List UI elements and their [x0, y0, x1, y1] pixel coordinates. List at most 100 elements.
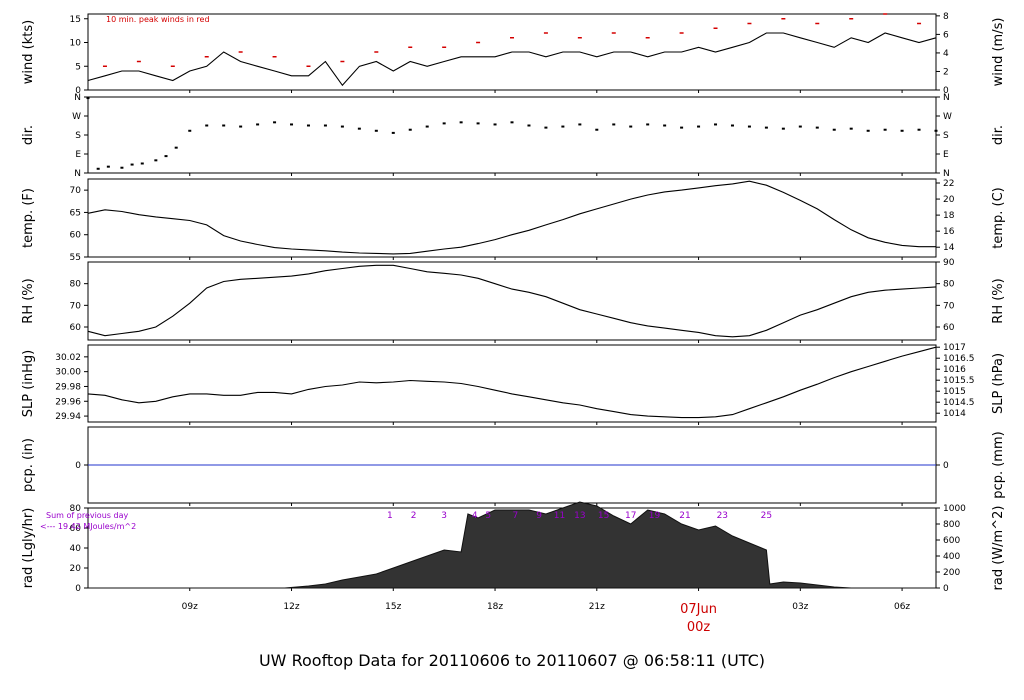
- temp-ytick-right-label: 18: [943, 211, 955, 221]
- temp-ylabel-right: temp. (C): [991, 187, 1006, 249]
- dir-ytick-label: E: [75, 150, 81, 160]
- dir-point: [374, 129, 378, 132]
- dir-point: [646, 123, 650, 126]
- dir-point: [96, 167, 100, 170]
- slp-ytick-right-label: 1014: [943, 409, 966, 419]
- dir-point: [222, 124, 226, 127]
- rad-ytick-label: 40: [70, 544, 82, 554]
- temp-ytick-label: 70: [70, 186, 82, 196]
- dir-ytick-label: S: [75, 131, 81, 141]
- wind-ylabel-right: wind (m/s): [991, 18, 1006, 87]
- pcp-ylabel: pcp. (in): [21, 438, 36, 492]
- wind-ytick-label: 0: [75, 86, 81, 96]
- slp-frame: [87, 344, 937, 423]
- rad-series-area: [88, 501, 936, 589]
- dir-point: [459, 121, 463, 124]
- rh-ylabel-right: RH (%): [991, 278, 1006, 323]
- wind-ytick-right-label: 8: [943, 12, 949, 22]
- rad-ytick-label: 0: [75, 584, 81, 594]
- slp-ytick-right-label: 1015.5: [943, 376, 975, 386]
- slp-ytick-label: 30.02: [55, 353, 81, 363]
- dir-point: [764, 126, 768, 129]
- slp-ytick-label: 30.00: [55, 368, 81, 378]
- rh-ytick-label: 80: [70, 280, 82, 290]
- dir-ytick-label: N: [74, 93, 81, 103]
- rad-hour-mark: 5: [485, 511, 491, 521]
- dir-point: [747, 125, 751, 128]
- dir-point: [798, 125, 802, 128]
- dir-point: [595, 128, 599, 131]
- rh-frame: [87, 261, 937, 341]
- dir-point: [205, 124, 209, 127]
- rh-ytick-label: 70: [70, 301, 82, 311]
- rad-ytick-label: 80: [70, 504, 82, 514]
- rad-hour-mark: 19: [649, 511, 661, 521]
- dir-point: [239, 125, 243, 128]
- dir-point: [391, 131, 395, 134]
- rad-hour-mark: 13: [574, 511, 585, 521]
- rad-ytick-right-label: 1000: [943, 504, 966, 514]
- dir-point: [86, 97, 90, 100]
- rad-ylabel: rad (Lgly/hr): [21, 508, 36, 589]
- dir-point: [663, 124, 667, 127]
- rad-ylabel-right: rad (W/m^2): [991, 506, 1006, 591]
- wind-ytick-label: 10: [70, 39, 82, 49]
- x-tick-label: 21z: [589, 602, 605, 612]
- chart-title: UW Rooftop Data for 20110606 to 20110607…: [259, 651, 765, 670]
- x-tick-label: 06z: [894, 602, 910, 612]
- dir-point: [290, 123, 294, 126]
- rad-sum-label: Sum of previous day: [46, 511, 128, 520]
- dir-point: [442, 122, 446, 125]
- rad-hour-mark: 9: [536, 511, 542, 521]
- wind-ytick-right-label: 6: [943, 30, 949, 40]
- rh-ylabel: RH (%): [21, 278, 36, 323]
- wind-ytick-label: 5: [75, 62, 81, 72]
- dir-point: [883, 128, 887, 131]
- x-tick-label: 12z: [283, 602, 299, 612]
- dir-ytick-label: W: [72, 112, 81, 122]
- rad-hour-mark: 25: [761, 511, 772, 521]
- dir-point: [408, 128, 412, 131]
- dir-point: [866, 129, 870, 132]
- rad-ytick-right-label: 600: [943, 536, 960, 546]
- dir-point: [493, 123, 497, 126]
- dir-point: [934, 129, 938, 132]
- dir-point: [106, 165, 110, 168]
- rad-hour-mark: 3: [441, 511, 447, 521]
- rad-hour-mark: 15: [598, 511, 609, 521]
- temp-series-line: [87, 180, 936, 255]
- x-tick-label: 18z: [487, 602, 503, 612]
- dir-point: [130, 163, 134, 166]
- rad-hour-mark: 11: [554, 511, 565, 521]
- rad-ytick-right-label: 400: [943, 552, 960, 562]
- dir-point: [140, 162, 144, 165]
- wind-frame: [87, 13, 937, 91]
- rh-ytick-label: 60: [70, 323, 82, 333]
- temp-ytick-label: 65: [70, 208, 81, 218]
- rad-ytick-label: 60: [70, 524, 82, 534]
- slp-ytick-label: 29.96: [55, 397, 81, 407]
- dir-point: [629, 125, 633, 128]
- rad-ytick-right-label: 800: [943, 520, 960, 530]
- temp-ylabel: temp. (F): [21, 188, 36, 248]
- dir-point: [120, 166, 124, 169]
- dir-ytick-right-label: E: [943, 150, 949, 160]
- pcp-ytick-right-label: 0: [943, 461, 949, 471]
- dir-point: [510, 121, 514, 124]
- dir-ytick-right-label: N: [943, 93, 950, 103]
- rad-hour-mark: 17: [625, 511, 636, 521]
- dir-point: [340, 125, 344, 128]
- dir-point: [697, 125, 701, 128]
- dir-point: [561, 125, 565, 128]
- dir-point: [527, 124, 531, 127]
- dir-ytick-label: N: [74, 169, 81, 179]
- dir-point: [256, 123, 260, 126]
- slp-ytick-right-label: 1016: [943, 365, 966, 375]
- rh-ytick-right-label: 70: [943, 301, 955, 311]
- wind-ylabel: wind (kts): [21, 20, 36, 84]
- dir-point: [680, 126, 684, 129]
- x-tick-label: 15z: [385, 602, 401, 612]
- dir-point: [164, 155, 168, 158]
- slp-ytick-label: 29.98: [55, 382, 81, 392]
- wind-series-line: [87, 32, 937, 87]
